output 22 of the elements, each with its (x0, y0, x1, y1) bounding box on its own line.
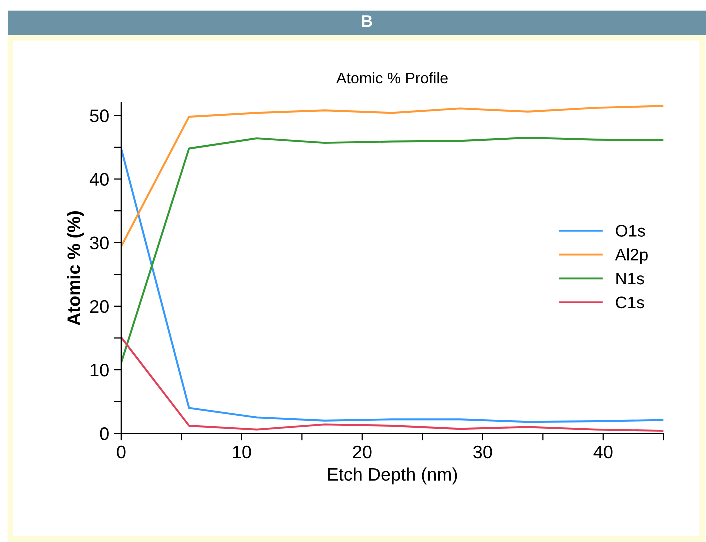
text: B (362, 16, 372, 28)
legend-label: C1s (616, 296, 644, 309)
x-tick-label: 0 (117, 446, 126, 459)
legend-label: O1s (616, 225, 646, 237)
y-tick-label: 0 (100, 428, 109, 440)
y-tick-label: 20 (90, 300, 109, 314)
y-tick-label: 40 (90, 173, 109, 186)
x-tick-label: 30 (474, 446, 492, 459)
y-axis-title: Atomic % (%) (67, 212, 84, 326)
line-series (121, 136, 664, 364)
y-tick-label: 10 (90, 364, 109, 377)
legend-label: N1s (616, 273, 644, 285)
line-series (121, 148, 664, 424)
x-tick-label: 10 (233, 446, 252, 459)
x-axis-title: Etch Depth (nm) (328, 468, 458, 485)
chart-title: Atomic % Profile (336, 72, 448, 84)
x-tick-label: 20 (353, 446, 372, 459)
y-tick-label: 30 (90, 236, 109, 250)
line-series (121, 105, 664, 248)
legend-label: Al2p (615, 248, 648, 264)
y-tick-label: 50 (90, 110, 109, 122)
x-tick-label: 40 (594, 446, 613, 459)
